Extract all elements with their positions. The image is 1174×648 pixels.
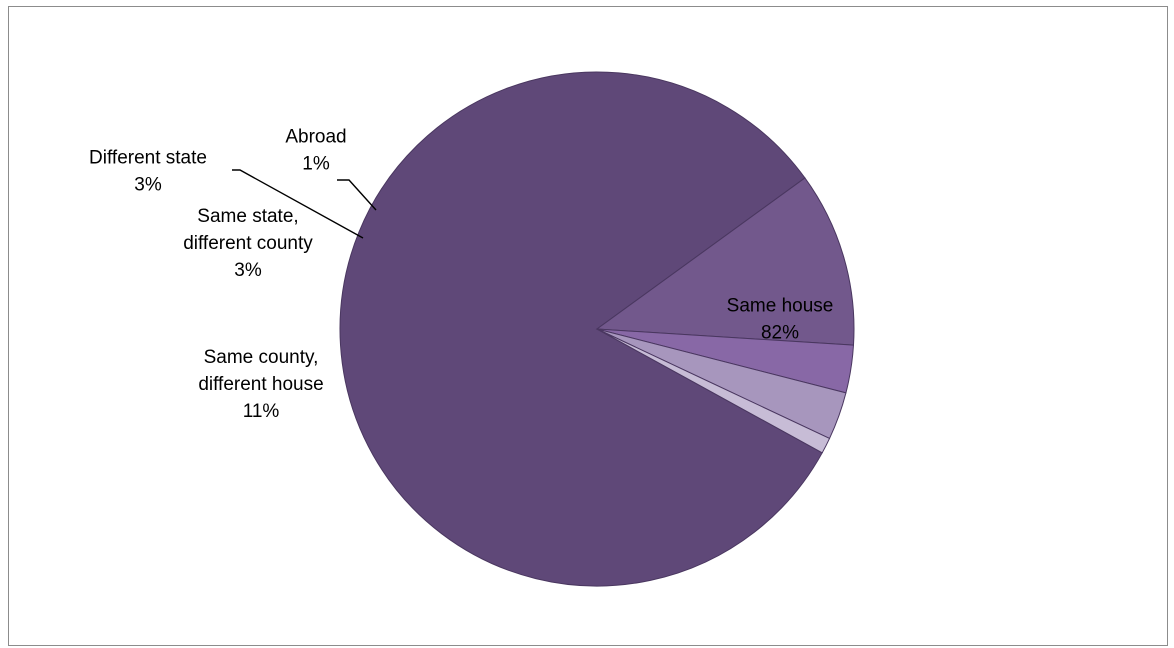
data-label-category: Abroad bbox=[285, 127, 346, 148]
leader-line-different-state bbox=[232, 169, 364, 239]
data-label-value: 82% bbox=[761, 323, 799, 344]
data-label-same-county-different-house: Same county, different house 11% bbox=[198, 347, 323, 422]
data-label-different-state: Different state 3% bbox=[89, 148, 207, 196]
pie-slice-same-house bbox=[339, 71, 823, 587]
pie-slice-abroad bbox=[596, 328, 831, 454]
data-labels: Same house 82% Same county, different house… bbox=[89, 127, 833, 423]
data-label-value: 3% bbox=[134, 175, 162, 196]
leader-line-abroad bbox=[337, 179, 377, 211]
data-label-category: Same house bbox=[727, 296, 834, 317]
data-label-value: 11% bbox=[243, 401, 280, 422]
data-label-value: 3% bbox=[234, 260, 262, 281]
data-label-category: Different state bbox=[89, 148, 207, 169]
data-label-category: different house bbox=[198, 374, 323, 395]
data-label-same-house: Same house 82% bbox=[727, 296, 834, 344]
data-label-category: Same state, bbox=[197, 206, 298, 227]
data-label-category: Same county, bbox=[204, 347, 319, 368]
pie-slices bbox=[339, 71, 855, 587]
data-label-category: different county bbox=[183, 233, 313, 254]
data-label-abroad: Abroad 1% bbox=[285, 127, 346, 175]
data-label-value: 1% bbox=[302, 154, 330, 175]
pie-slice-same-county-different-house bbox=[595, 177, 855, 346]
leader-lines bbox=[232, 169, 377, 239]
data-label-same-state-different-county: Same state, different county 3% bbox=[183, 206, 313, 281]
